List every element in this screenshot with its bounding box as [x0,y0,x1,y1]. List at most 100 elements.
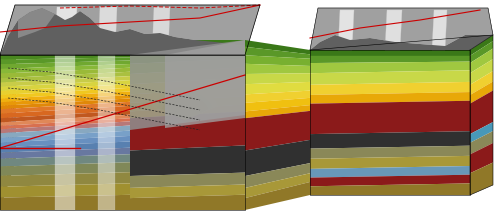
Polygon shape [470,122,493,143]
Polygon shape [0,109,16,137]
Polygon shape [0,131,130,143]
Polygon shape [0,195,130,210]
Polygon shape [432,10,447,50]
Polygon shape [0,103,16,131]
Polygon shape [0,115,130,126]
Polygon shape [18,8,55,38]
Polygon shape [130,88,245,103]
Polygon shape [245,105,310,118]
Polygon shape [310,8,493,50]
Polygon shape [156,91,214,120]
Polygon shape [130,77,245,94]
Polygon shape [0,5,260,55]
Polygon shape [470,131,493,154]
Polygon shape [310,166,470,178]
Polygon shape [130,67,245,84]
Polygon shape [245,173,310,198]
Polygon shape [130,145,245,176]
Polygon shape [0,98,16,122]
Polygon shape [0,68,130,78]
Polygon shape [0,154,130,167]
Polygon shape [0,95,130,106]
Polygon shape [0,76,130,87]
Polygon shape [130,40,245,130]
Polygon shape [470,162,493,195]
Polygon shape [0,93,16,115]
Polygon shape [0,91,130,102]
Polygon shape [0,118,130,129]
Polygon shape [130,96,245,111]
Polygon shape [0,70,16,82]
Polygon shape [245,73,310,84]
Polygon shape [0,55,16,59]
Polygon shape [470,59,493,85]
Polygon shape [470,91,493,134]
Polygon shape [245,64,310,74]
Polygon shape [310,8,493,50]
Polygon shape [245,140,310,176]
Polygon shape [130,111,245,151]
Polygon shape [55,7,77,55]
Polygon shape [0,121,130,133]
Polygon shape [130,105,245,118]
Polygon shape [0,129,16,171]
Polygon shape [0,88,130,99]
Polygon shape [470,143,493,173]
Polygon shape [98,55,115,210]
Polygon shape [130,173,245,188]
Polygon shape [0,134,16,182]
Polygon shape [152,7,170,55]
Polygon shape [152,87,218,120]
Polygon shape [310,146,470,159]
Polygon shape [0,111,16,141]
Polygon shape [0,84,130,95]
Polygon shape [0,116,16,149]
Polygon shape [0,98,130,109]
Polygon shape [0,148,130,159]
Polygon shape [245,111,310,151]
Polygon shape [245,98,310,111]
Polygon shape [165,40,245,128]
Polygon shape [0,87,16,107]
Polygon shape [310,101,470,134]
Polygon shape [385,10,402,50]
Polygon shape [0,121,16,157]
Polygon shape [245,82,310,94]
Polygon shape [130,45,245,55]
Polygon shape [0,85,16,103]
Polygon shape [470,71,493,95]
Polygon shape [0,67,16,78]
Polygon shape [0,106,16,134]
Polygon shape [0,61,16,68]
Polygon shape [310,175,470,186]
Polygon shape [310,56,470,63]
Polygon shape [310,82,470,95]
Polygon shape [310,50,470,56]
Polygon shape [470,81,493,104]
Polygon shape [0,162,130,176]
Polygon shape [130,184,245,198]
Polygon shape [310,131,470,149]
Polygon shape [0,106,130,118]
Polygon shape [0,60,130,69]
Polygon shape [310,156,470,169]
Polygon shape [245,163,310,188]
Polygon shape [0,55,130,60]
Polygon shape [162,95,208,120]
Polygon shape [310,183,470,195]
Polygon shape [0,113,16,145]
Polygon shape [0,141,130,153]
Polygon shape [98,7,117,55]
Polygon shape [310,35,493,50]
Polygon shape [0,119,16,153]
Polygon shape [0,102,130,114]
Polygon shape [0,64,16,73]
Polygon shape [130,40,245,47]
Polygon shape [470,35,493,56]
Polygon shape [0,58,16,64]
Polygon shape [0,72,130,83]
Polygon shape [310,62,470,73]
Polygon shape [0,124,16,164]
Polygon shape [0,80,130,91]
Polygon shape [245,91,310,103]
